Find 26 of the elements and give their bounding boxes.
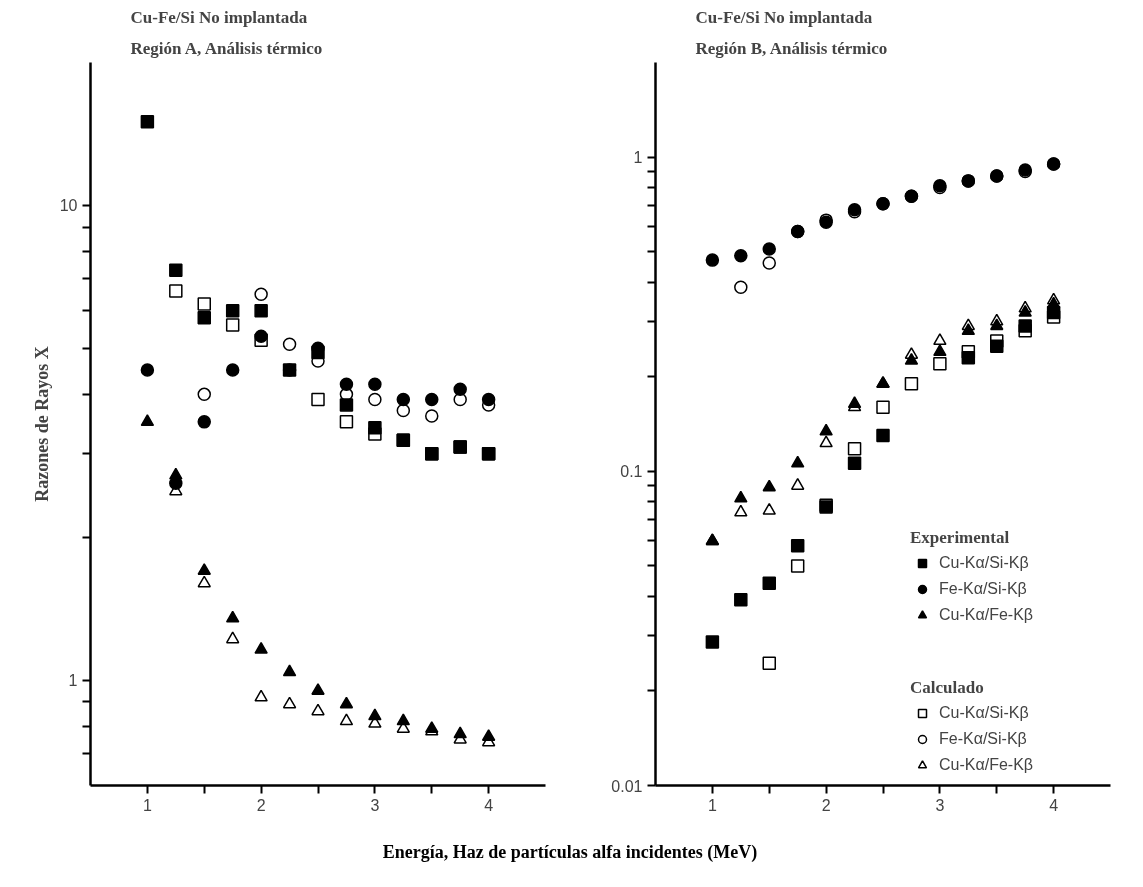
legend-label: Cu-Kα/Fe-Kβ [939,606,1034,624]
x-tick-label: 1 [142,796,152,814]
y-tick-label: 10 [59,197,78,215]
text: Experimental [910,528,1010,547]
x-tick-label: 2 [256,796,266,814]
x-tick-label: 1 [707,796,717,814]
x-tick-label: 3 [935,796,945,814]
legend-label: Cu-Kα/Si-Kβ [939,554,1029,572]
y-axis-title: Razones de Rayos X [31,346,52,502]
text: Calculado [910,678,984,697]
x-tick-label: 3 [370,796,380,814]
chart-subtitle: Región A, Análisis térmico [130,38,323,58]
chart-title: Cu-Fe/Si No implantada [130,7,308,27]
y-tick-label: 0.01 [611,777,643,795]
y-tick-label: 1 [633,149,643,167]
x-axis-title: Energía, Haz de partículas alfa incidentes (MeV) [382,841,758,864]
legend-label: Cu-Kα/Si-Kβ [939,704,1029,722]
chart-subtitle: Región B, Análisis térmico [695,38,888,58]
x-tick-label: 4 [484,796,494,814]
legend-label: Fe-Kα/Si-Kβ [939,580,1027,598]
x-tick-label: 2 [821,796,831,814]
x-tick-label: 4 [1049,796,1059,814]
chart-title: Cu-Fe/Si No implantada [695,7,873,27]
legend-label: Cu-Kα/Fe-Kβ [939,756,1034,774]
y-tick-label: 0.1 [620,463,643,481]
legend-label: Fe-Kα/Si-Kβ [939,730,1027,748]
